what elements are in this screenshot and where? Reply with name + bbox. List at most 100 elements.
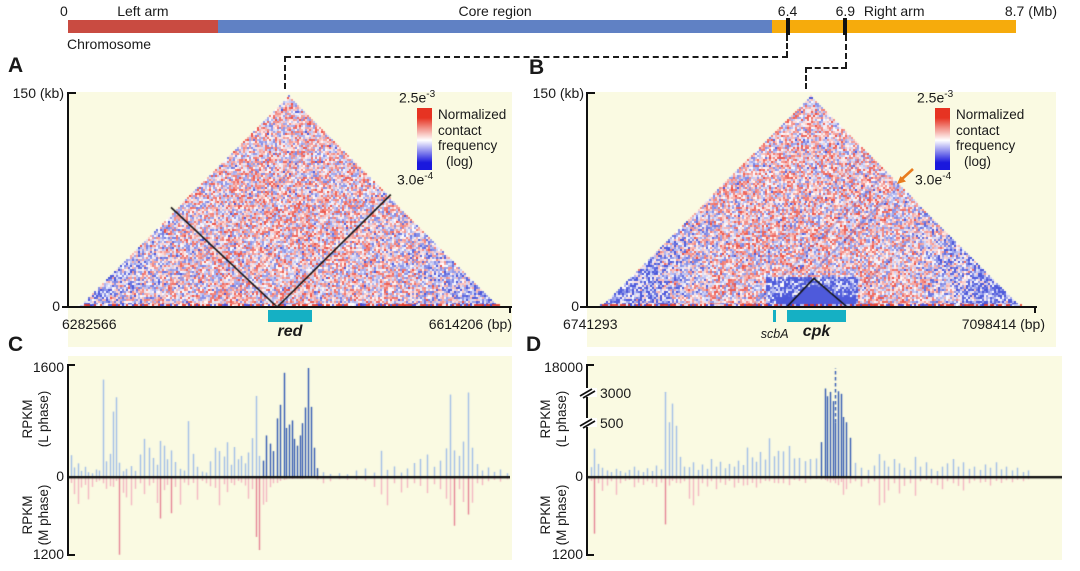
gene-label-red: red bbox=[277, 323, 303, 340]
panel-d-break-3000-label: 3000 bbox=[600, 385, 632, 401]
colorbar-a-title-line: Normalized bbox=[438, 107, 507, 122]
colorbar-b-title-line: Normalized bbox=[956, 107, 1025, 122]
panel-b-xstart-label: 6741293 bbox=[563, 316, 618, 332]
colorbar-a-max-base: 2.5e bbox=[399, 89, 427, 106]
panel-d-zero-label: 0 bbox=[575, 468, 583, 484]
colorbar-b-title-line: frequency bbox=[956, 138, 1016, 153]
hic-heatmap-b bbox=[587, 92, 1037, 308]
chromosome-tick-label: 6.4 bbox=[777, 3, 798, 19]
panel-letter-c: C bbox=[8, 333, 24, 356]
panel-c-lower-axis-title: RPKM (M phase) bbox=[20, 465, 52, 565]
panel-c-zero-label: 0 bbox=[56, 468, 64, 484]
panel-d-y-axis-top-tick bbox=[586, 364, 594, 366]
colorbar-b-min-label: 3.0e-4 bbox=[915, 171, 951, 188]
rpkm-barchart-c bbox=[68, 366, 510, 556]
panel-a-xstart-label: 6282566 bbox=[62, 316, 117, 332]
connector-dashed-line bbox=[845, 35, 847, 68]
chromosome-position-tick bbox=[785, 18, 790, 35]
panel-a-x-axis-end-tick bbox=[509, 308, 511, 313]
chromosome-segment-label: Right arm bbox=[863, 3, 925, 19]
colorbar-b-title-line: contact bbox=[956, 122, 1000, 138]
panel-c-downmax-label: 1200 bbox=[32, 546, 64, 562]
chromosome-bar bbox=[68, 18, 1016, 35]
panel-b-xend-label: 7098414 (bp) bbox=[961, 316, 1045, 332]
colorbar-b-min-exp: -4 bbox=[942, 171, 952, 182]
connector-dashed-line bbox=[285, 56, 788, 58]
panel-d-upmax-label: 18000 bbox=[544, 359, 583, 375]
chromosome-segment bbox=[68, 20, 218, 33]
colorbar-a-title-line: frequency bbox=[438, 138, 498, 153]
rpkm-label: RPKM bbox=[538, 399, 553, 439]
colorbar-a-min-label: 3.0e-4 bbox=[397, 171, 433, 188]
colorbar-b-gradient bbox=[935, 108, 950, 170]
gene-bar-scba bbox=[772, 310, 777, 322]
gene-label-cpk: cpk bbox=[802, 323, 831, 340]
colorbar-a-min-base: 3.0e bbox=[397, 171, 425, 188]
panel-letter-d: D bbox=[526, 333, 542, 356]
axis-break-icon bbox=[577, 388, 597, 399]
panel-c-upper-axis-title: RPKM (L phase) bbox=[20, 369, 52, 469]
colorbar-b-max-label: 2.5e-3 bbox=[917, 89, 953, 106]
panel-b-y-axis bbox=[586, 92, 588, 308]
colorbar-b-max-exp: -3 bbox=[944, 89, 954, 100]
chromosome-segment-label: Left arm bbox=[117, 3, 169, 19]
gene-bar-cpk bbox=[786, 310, 847, 322]
panel-letter-b: B bbox=[529, 56, 545, 79]
colorbar-a-max-exp: -3 bbox=[426, 89, 436, 100]
panel-b-y-axis-top-tick bbox=[586, 92, 595, 94]
m-phase-label: (M phase) bbox=[554, 484, 569, 546]
colorbar-b-title-line: (log) bbox=[964, 153, 992, 169]
colorbar-a-title-line: (log) bbox=[446, 153, 474, 169]
panel-d-break-500-label: 500 bbox=[600, 415, 624, 431]
rpkm-label: RPKM bbox=[20, 495, 35, 535]
colorbar-b-min-base: 3.0e bbox=[915, 171, 943, 188]
chromosome-position-tick bbox=[843, 18, 848, 35]
highlight-arrow-icon bbox=[897, 168, 914, 184]
panel-a-xend-label: 6614206 (bp) bbox=[428, 316, 512, 332]
colorbar-b-title: Normalized contact frequency (log) bbox=[956, 107, 1024, 169]
colorbar-b-max-base: 2.5e bbox=[917, 89, 945, 106]
gene-bar-red bbox=[267, 310, 313, 322]
gene-label-scba: scbA bbox=[760, 327, 789, 341]
panel-a-ymin-label: 0 bbox=[52, 298, 60, 314]
rpkm-label: RPKM bbox=[538, 495, 553, 535]
hic-heatmap-a bbox=[68, 92, 512, 308]
connector-dashed-line bbox=[786, 35, 788, 57]
panel-letter-a: A bbox=[8, 54, 24, 77]
axis-break-icon bbox=[577, 418, 597, 429]
colorbar-a-gradient bbox=[417, 108, 432, 170]
panel-a-ymax-label: 150 (kb) bbox=[12, 85, 64, 101]
panel-a-x-axis bbox=[62, 306, 512, 308]
panel-b-ymax-label: 150 (kb) bbox=[532, 85, 584, 101]
chromosome-segment bbox=[772, 20, 1016, 33]
l-phase-label: (L phase) bbox=[36, 390, 51, 448]
panel-b-x-axis-end-tick bbox=[1034, 308, 1036, 313]
connector-dashed-line bbox=[805, 67, 807, 89]
rpkm-label: RPKM bbox=[20, 399, 35, 439]
panel-b-x-axis bbox=[580, 306, 1037, 308]
panel-c-upmax-label: 1600 bbox=[32, 359, 64, 375]
chromosome-tick-label: 6.9 bbox=[835, 3, 856, 19]
panel-d-upper-axis-title: RPKM (L phase) bbox=[538, 369, 570, 469]
colorbar-a-max-label: 2.5e-3 bbox=[399, 89, 435, 106]
chromosome-title: Chromosome bbox=[67, 36, 152, 52]
chromosome-scale-end: 8.7 (Mb) bbox=[1004, 3, 1057, 19]
panel-c-y-axis-bottom-tick bbox=[67, 554, 75, 556]
panel-d-downmax-label: 1200 bbox=[551, 546, 583, 562]
connector-dashed-line bbox=[806, 67, 847, 69]
connector-dashed-line bbox=[284, 56, 286, 89]
panel-a-y-axis-top-tick bbox=[67, 92, 76, 94]
panel-d-y-axis-bottom-tick bbox=[586, 554, 594, 556]
panel-b-ymin-label: 0 bbox=[571, 298, 579, 314]
chromosome-segment bbox=[217, 20, 773, 33]
panel-c-y-axis-top-tick bbox=[67, 364, 75, 366]
panel-d-y-axis bbox=[586, 365, 588, 556]
chromosome-scale-start: 0 bbox=[60, 3, 68, 19]
m-phase-label: (M phase) bbox=[36, 484, 51, 546]
colorbar-a-title: Normalized contact frequency (log) bbox=[438, 107, 506, 169]
rpkm-barchart-d bbox=[587, 366, 1062, 556]
chromosome-segment-label: Core region bbox=[458, 3, 532, 19]
panel-d-lower-axis-title: RPKM (M phase) bbox=[538, 465, 570, 565]
colorbar-a-min-exp: -4 bbox=[424, 171, 434, 182]
